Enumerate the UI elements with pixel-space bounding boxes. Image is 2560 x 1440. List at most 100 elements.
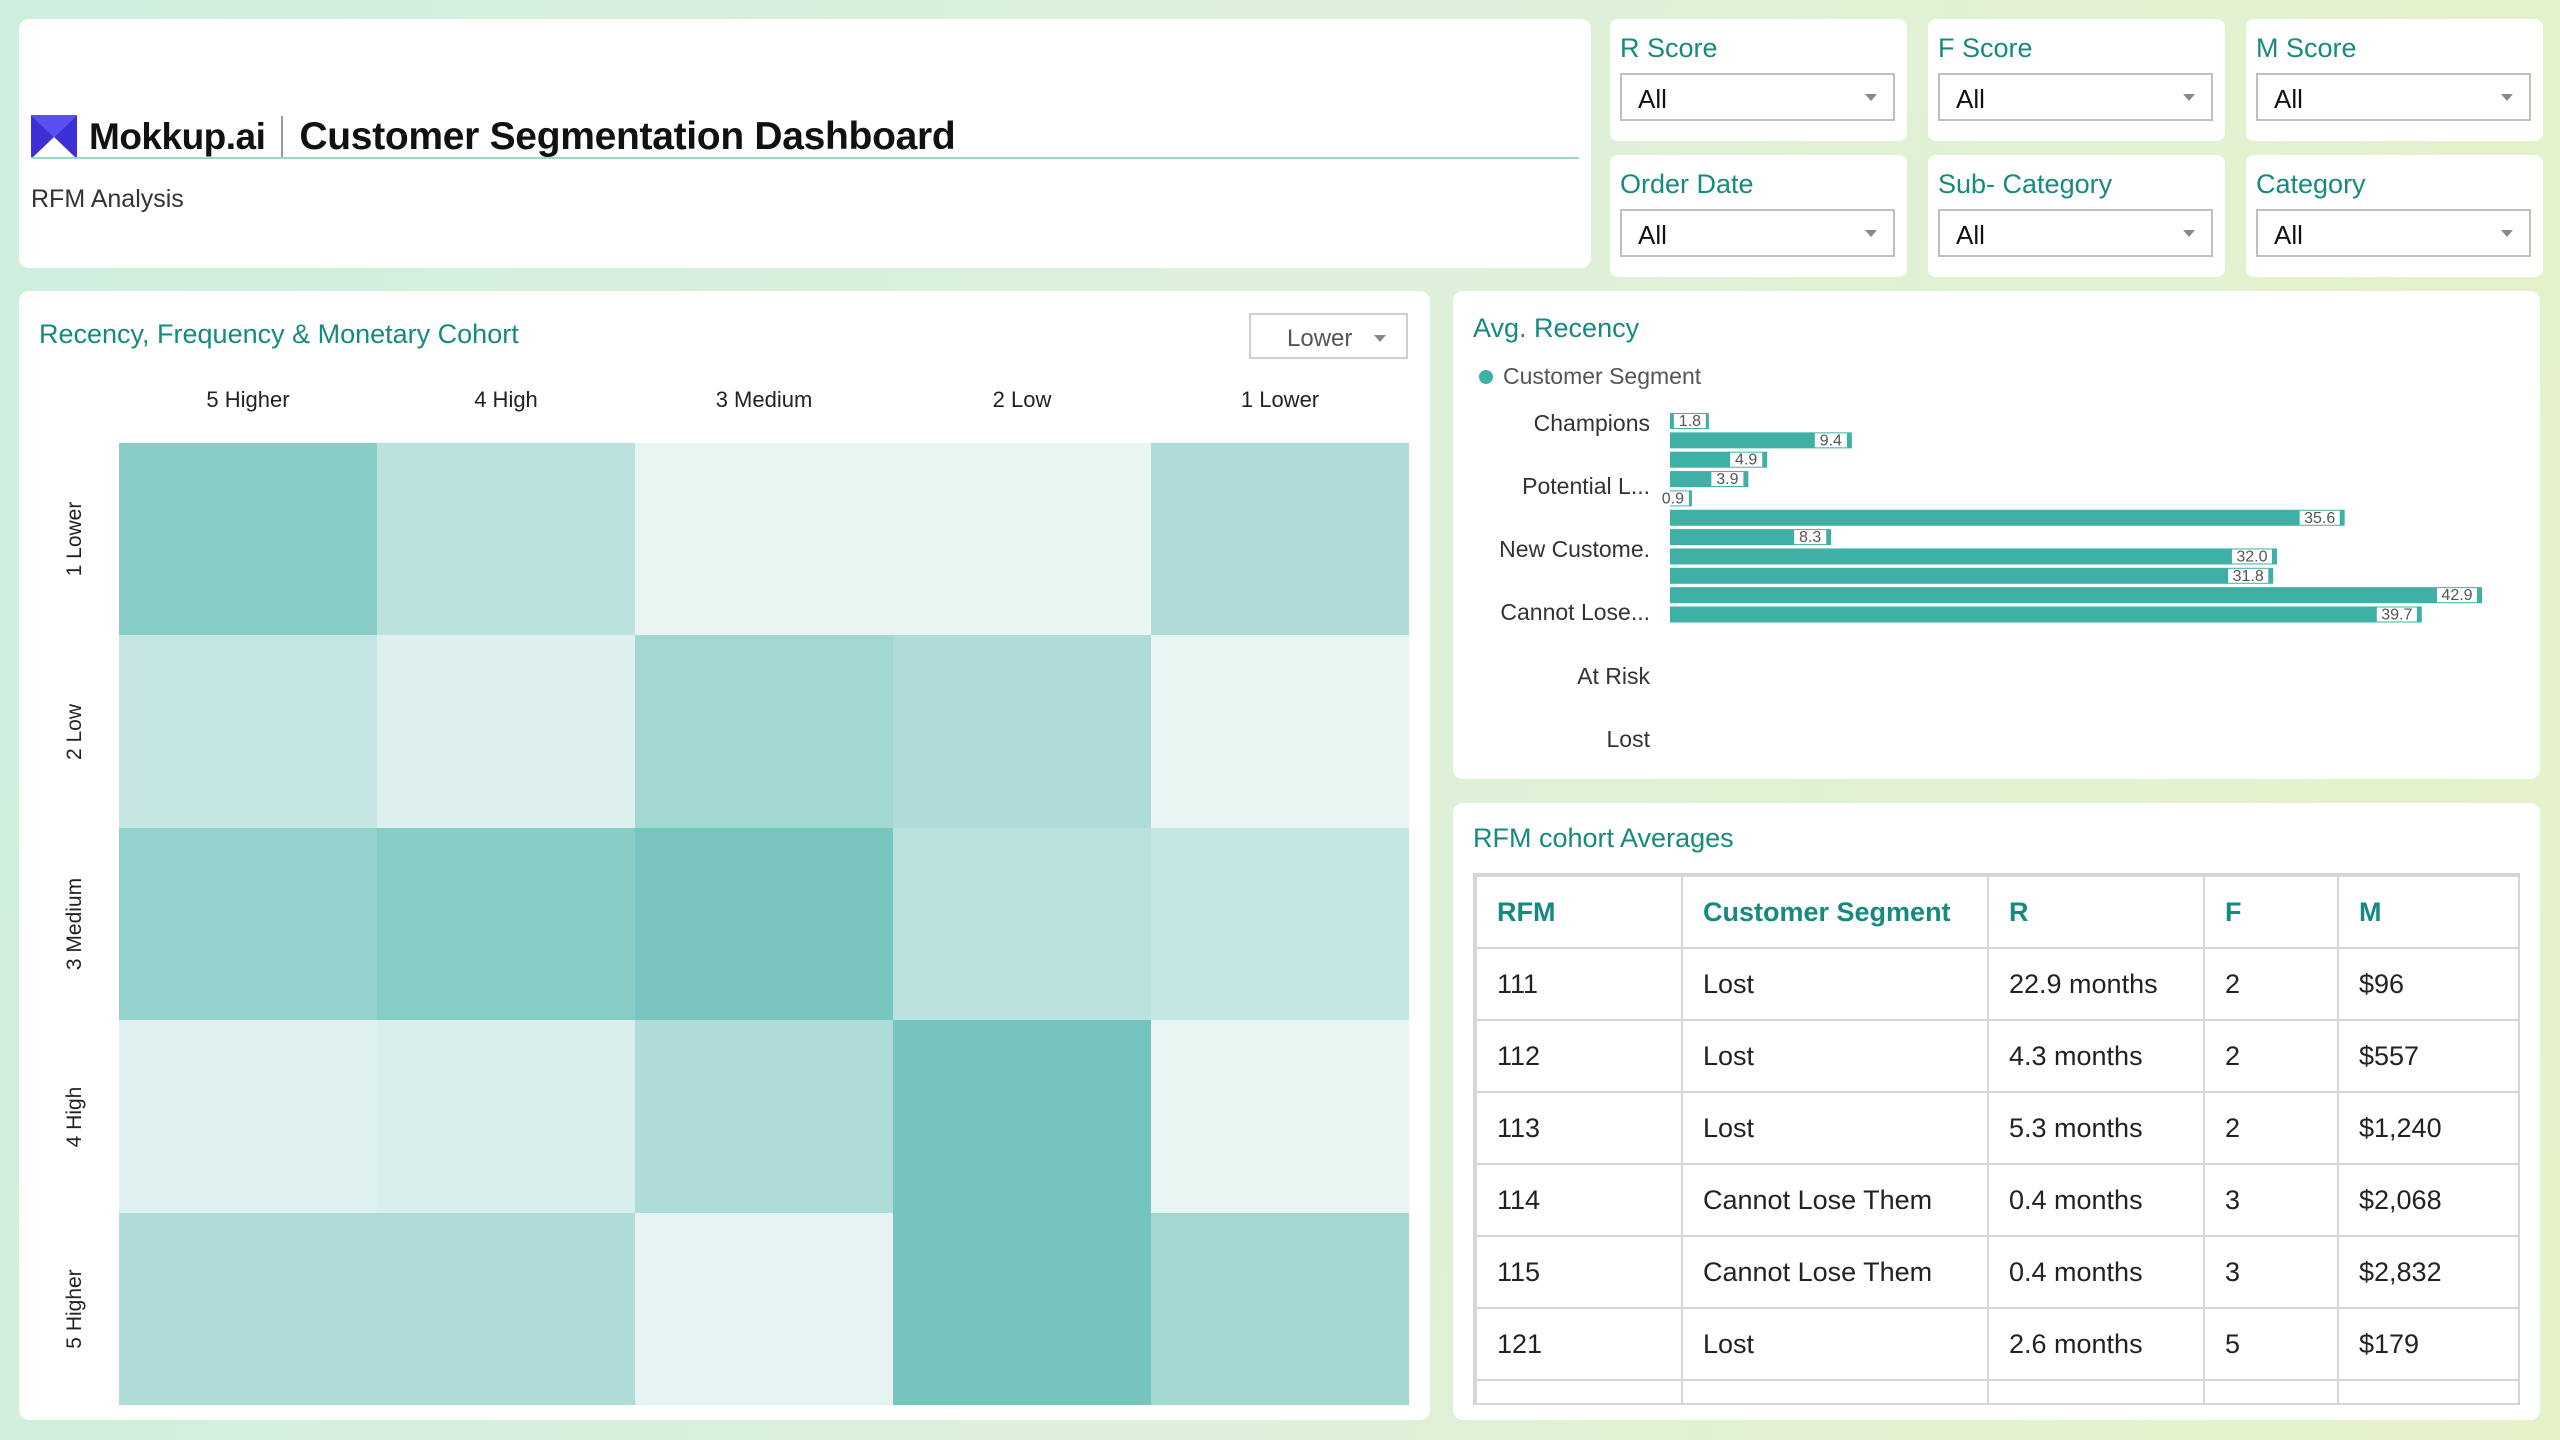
header-card: Mokkup.ai Customer Segmentation Dashboar… [19, 19, 1591, 268]
page-subtitle: RFM Analysis [31, 185, 184, 213]
page-title: Customer Segmentation Dashboard [299, 115, 956, 158]
heatmap-cell[interactable] [377, 635, 635, 828]
segment-label: Lost [1606, 726, 1650, 752]
column-header[interactable]: F [2203, 875, 2339, 949]
cell-r: 0.4 months [1987, 1235, 2205, 1309]
m-score-select[interactable]: All [2256, 73, 2531, 121]
table-row[interactable]: 115 Cannot Lose Them 0.4 months 3 $2,832 [1475, 1235, 2518, 1309]
filter-sub-category: Sub- Category All [1928, 155, 2225, 277]
dropdown-value: Lower [1287, 325, 1353, 352]
recency-bar[interactable] [1670, 529, 1827, 546]
heatmap-cell[interactable] [635, 1212, 893, 1405]
heatmap-cell[interactable] [1151, 443, 1409, 636]
bar-value-label: 42.9 [2441, 587, 2472, 604]
heatmap-cell[interactable] [377, 827, 635, 1021]
table-row[interactable]: 121 Lost 2.6 months 5 $179 [1475, 1307, 2518, 1381]
bar-value-label: 4.9 [1735, 452, 1757, 469]
heatmap-cell[interactable] [377, 1020, 635, 1213]
bar-label-background [2437, 588, 2477, 603]
bar-label-background [2376, 607, 2417, 622]
cell-rfm: 112 [1475, 1019, 1683, 1093]
bar-value-label: 8.3 [1799, 529, 1821, 546]
heatmap-cell[interactable] [377, 443, 635, 636]
table-row[interactable]: 111 Lost 22.9 months 2 $96 [1475, 947, 2518, 1021]
table-row[interactable] [1475, 1379, 2518, 1403]
cell-f: 3 [2203, 1235, 2339, 1309]
filter-label: Sub- Category [1938, 169, 2113, 199]
recency-bar[interactable] [1670, 567, 2269, 584]
segment-label: Cannot Lose... [1500, 599, 1650, 625]
heatmap-cell[interactable] [119, 1212, 377, 1405]
column-header[interactable]: Customer Segment [1681, 875, 1989, 949]
cell-segment: Lost [1681, 1091, 1989, 1165]
filter-label: Category [2256, 169, 2366, 199]
cell-segment: Lost [1681, 1019, 1989, 1093]
row-label-text: 2 Low [63, 703, 86, 761]
heatmap-sort-dropdown[interactable]: Lower [1249, 313, 1408, 359]
category-select[interactable]: All [2256, 209, 2531, 257]
filter-label: Order Date [1620, 169, 1754, 199]
bar-label-background [2299, 510, 2340, 525]
bar-label-background [1656, 491, 1689, 506]
table-scroll-area[interactable]: RFM Customer Segment R F M 111 Lost 22.9… [1473, 873, 2520, 1405]
f-score-select[interactable]: All [1938, 73, 2213, 121]
heatmap-cell[interactable] [893, 1212, 1151, 1405]
heatmap-grid [119, 443, 1409, 1405]
heatmap-cell[interactable] [119, 1020, 377, 1213]
column-header[interactable]: R [1987, 875, 2205, 949]
table-row[interactable]: 112 Lost 4.3 months 2 $557 [1475, 1019, 2518, 1093]
r-score-select[interactable]: All [1620, 73, 1895, 121]
brand-logo: Mokkup.ai Customer Segmentation Dashboar… [31, 97, 956, 177]
segment-label: New Custome. [1499, 536, 1650, 562]
heatmap-cell[interactable] [119, 635, 377, 828]
legend-label: Customer Segment [1503, 363, 1702, 389]
heatmap-cell[interactable] [635, 1020, 893, 1213]
heatmap-column-label: 5 Higher [206, 387, 290, 412]
recency-legend[interactable]: Customer Segment [1479, 363, 1701, 390]
cell-segment: Lost [1681, 1307, 1989, 1381]
table-row[interactable]: 114 Cannot Lose Them 0.4 months 3 $2,068 [1475, 1163, 2518, 1237]
bar-label-background [1673, 414, 1706, 428]
recency-bar[interactable] [1670, 509, 2340, 526]
table-row[interactable]: 113 Lost 5.3 months 2 $1,240 [1475, 1091, 2518, 1165]
heatmap-cell[interactable] [1151, 1020, 1409, 1213]
rfm-cohort-heatmap-card: Recency, Frequency & Monetary Cohort Low… [19, 291, 1430, 1420]
heatmap-cell[interactable] [1151, 827, 1409, 1021]
heatmap-cell[interactable] [635, 827, 893, 1021]
heatmap-cell[interactable] [893, 827, 1151, 1021]
heatmap-cell[interactable] [893, 443, 1151, 636]
cell-rfm: 115 [1475, 1235, 1683, 1309]
recency-chart-title: Avg. Recency [1473, 313, 1640, 343]
column-header[interactable]: RFM [1475, 875, 1683, 949]
cell-r: 22.9 months [1987, 947, 2205, 1021]
heatmap-cell[interactable] [893, 635, 1151, 828]
heatmap-column-label: 2 Low [992, 387, 1052, 412]
heatmap-cell[interactable] [635, 443, 893, 636]
recency-bar[interactable] [1670, 606, 2417, 623]
chevron-down-icon [2183, 230, 2195, 237]
filter-f-score: F Score All [1928, 19, 2225, 141]
cell-segment: Lost [1681, 947, 1989, 1021]
recency-bar[interactable] [1670, 587, 2477, 604]
heatmap-cell[interactable] [635, 635, 893, 828]
bar-value-label: 1.8 [1679, 413, 1701, 430]
recency-bar-cap [1762, 451, 1768, 468]
recency-bar[interactable] [1670, 548, 2272, 565]
column-header[interactable]: M [2337, 875, 2518, 949]
bar-value-label: 3.9 [1716, 471, 1738, 488]
table-header-row: RFM Customer Segment R F M [1475, 875, 2518, 949]
heatmap-cell[interactable] [1151, 635, 1409, 828]
heatmap-cell[interactable] [119, 827, 377, 1021]
sub-category-select[interactable]: All [1938, 209, 2213, 257]
cell-m: $96 [2337, 947, 2518, 1021]
brand-name: Mokkup.ai [89, 116, 266, 157]
heatmap-cell[interactable] [893, 1020, 1151, 1213]
heatmap-cell[interactable] [1151, 1212, 1409, 1405]
heatmap-cell[interactable] [377, 1212, 635, 1405]
cell-m: $179 [2337, 1307, 2518, 1381]
order-date-select[interactable]: All [1620, 209, 1895, 257]
recency-bar[interactable] [1670, 432, 1847, 449]
recency-bar-cap [1703, 413, 1709, 429]
bar-label-background [1730, 452, 1763, 467]
heatmap-cell[interactable] [119, 443, 377, 636]
